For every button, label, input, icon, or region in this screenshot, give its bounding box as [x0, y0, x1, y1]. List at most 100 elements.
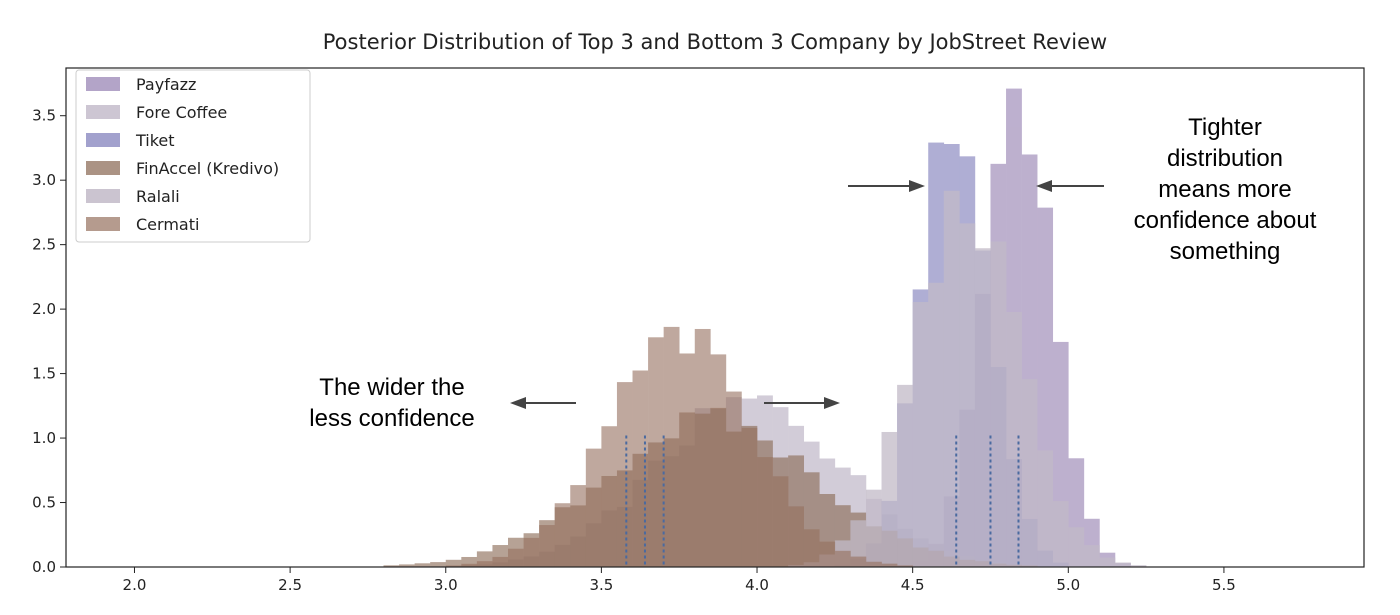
y-tick-label: 0.0	[32, 558, 56, 576]
x-tick-label: 4.0	[745, 576, 769, 594]
histogram-bar	[539, 525, 555, 567]
histogram-bar	[772, 476, 789, 567]
histogram-bar	[757, 457, 773, 567]
histogram-bar	[990, 241, 1007, 567]
histogram-bar	[445, 565, 462, 567]
legend-label: FinAccel (Kredivo)	[136, 159, 279, 178]
histogram-bar	[492, 556, 509, 567]
x-tick-label: 5.5	[1212, 576, 1236, 594]
histogram-bar	[663, 326, 680, 567]
histogram-bar	[897, 384, 913, 567]
histogram-bar	[585, 448, 602, 567]
annotation-arrowhead	[1036, 180, 1052, 192]
histogram-bar	[881, 563, 898, 567]
histogram-bar	[694, 328, 711, 567]
histogram-bar	[803, 529, 820, 567]
histogram-bar	[1052, 501, 1069, 567]
histogram-bar	[1037, 450, 1054, 567]
histogram-bar	[834, 550, 851, 567]
histogram-bar	[648, 337, 664, 567]
histogram-bar	[461, 563, 478, 567]
y-tick-label: 3.0	[32, 171, 56, 189]
legend-swatch	[86, 77, 120, 91]
annotations: Tighter distribution means more confidence …	[309, 114, 1316, 432]
legend: Payfazz Fore Coffee Tiket FinAccel (Kredivo…	[75, 69, 311, 243]
annotation-tighter-line: something	[1170, 238, 1281, 265]
annotation-wider-line: less confidence	[309, 405, 474, 432]
histogram-bar	[974, 248, 991, 567]
histogram-bar	[912, 302, 929, 567]
legend-label: Fore Coffee	[136, 103, 227, 122]
histogram-bar	[601, 426, 618, 567]
histogram-bar	[1130, 565, 1147, 567]
histogram-bar	[399, 564, 415, 567]
annotation-tighter-line: distribution	[1167, 145, 1283, 172]
histogram-bar	[508, 548, 524, 567]
histogram-bar	[928, 282, 945, 567]
mean-lines	[625, 435, 1020, 567]
histogram-bar	[850, 556, 867, 567]
histogram-bar	[741, 427, 758, 567]
y-axis: 0.0 0.5 1.0 1.5 2.0 2.5 3.0 3.5	[32, 107, 66, 576]
legend-swatch	[86, 105, 120, 119]
histogram-bar	[476, 561, 493, 567]
x-tick-label: 2.0	[123, 576, 147, 594]
legend-swatch	[86, 133, 120, 147]
y-tick-label: 1.5	[32, 365, 56, 383]
x-tick-label: 5.0	[1056, 576, 1080, 594]
histogram-bar	[1021, 379, 1038, 567]
annotation-wider-line: The wider the	[319, 374, 464, 401]
histogram-bar	[897, 565, 913, 567]
histogram-bar	[865, 489, 882, 567]
x-tick-label: 4.5	[901, 576, 925, 594]
histogram-bar	[819, 541, 836, 567]
histogram-bar	[725, 391, 742, 567]
legend-swatch	[86, 161, 120, 175]
legend-label: Ralali	[136, 187, 180, 206]
x-tick-label: 3.0	[434, 576, 458, 594]
histogram-bar	[959, 223, 976, 567]
histogram-bar	[788, 506, 805, 567]
annotation-tighter-line: means more	[1158, 176, 1291, 203]
annotation-arrowhead	[824, 397, 840, 409]
legend-swatch	[86, 217, 120, 231]
histogram-bar	[679, 353, 696, 567]
histogram-bar	[570, 485, 587, 567]
legend-box	[75, 69, 311, 243]
histogram-bar	[710, 354, 727, 567]
histogram-bar	[850, 520, 867, 567]
histogram-bar	[461, 556, 478, 567]
histogram-bars	[383, 88, 1147, 568]
annotation-tighter-line: confidence about	[1134, 207, 1317, 234]
y-tick-label: 0.5	[32, 494, 56, 512]
histogram-bar	[1099, 557, 1116, 567]
histogram-bar	[881, 431, 898, 567]
histogram-bar	[1114, 562, 1131, 567]
plot-frame	[65, 67, 1365, 568]
legend-label: Cermati	[136, 215, 199, 234]
y-tick-label: 2.0	[32, 300, 56, 318]
histogram-bar	[1083, 545, 1100, 567]
histogram-bar	[445, 559, 462, 567]
y-tick-label: 1.0	[32, 429, 56, 447]
x-axis: 2.0 2.5 3.0 3.5 4.0 4.5 5.0 5.5	[123, 567, 1236, 594]
histogram-bar	[1006, 311, 1022, 567]
histogram-bar	[1068, 527, 1085, 567]
histogram-bar	[383, 565, 400, 567]
x-tick-label: 3.5	[589, 576, 613, 594]
annotation-arrowhead	[510, 397, 526, 409]
legend-label: Payfazz	[136, 75, 196, 94]
histogram-bar	[632, 370, 649, 567]
histogram-bar	[554, 503, 571, 567]
y-tick-label: 3.5	[32, 107, 56, 125]
legend-label: Tiket	[135, 131, 175, 150]
x-tick-label: 2.5	[278, 576, 302, 594]
histogram-bar	[430, 562, 447, 567]
histogram-bar	[943, 190, 960, 567]
annotation-tighter-line: Tighter	[1188, 114, 1262, 141]
chart-title: Posterior Distribution of Top 3 and Bott…	[323, 30, 1107, 54]
annotation-arrowhead	[909, 180, 925, 192]
legend-swatch	[86, 189, 120, 203]
y-tick-label: 2.5	[32, 236, 56, 254]
